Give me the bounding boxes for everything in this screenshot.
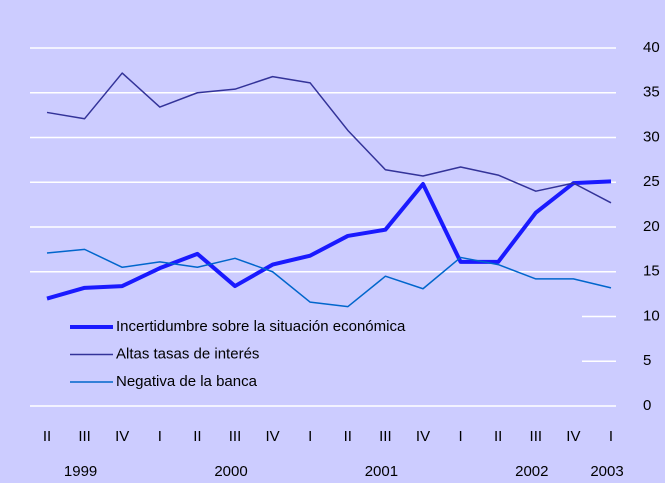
year-label: 2002 [515, 463, 548, 480]
series-line [46, 179, 612, 301]
x-tick-label: I [158, 428, 162, 445]
x-tick-label: IV [115, 428, 129, 445]
y-tick-label: 20 [643, 218, 660, 235]
x-tick-label: II [193, 428, 201, 445]
y-tick-label: 15 [643, 263, 660, 280]
x-tick-label: III [78, 428, 91, 445]
y-tick-label: 10 [643, 307, 660, 324]
year-label: 2000 [214, 463, 247, 480]
y-tick-label: 35 [643, 84, 660, 101]
y-tick-label: 25 [643, 173, 660, 190]
legend-box [30, 312, 582, 394]
y-tick-label: 5 [643, 352, 651, 369]
x-tick-label: IV [266, 428, 280, 445]
legend-label: Incertidumbre sobre la situación económi… [116, 318, 406, 335]
y-tick-label: 0 [643, 397, 651, 414]
x-tick-label: IV [416, 428, 430, 445]
year-label: 2001 [365, 463, 398, 480]
y-tick-label: 30 [643, 128, 660, 145]
x-tick-label: II [344, 428, 352, 445]
x-tick-label: III [530, 428, 543, 445]
y-tick-label: 40 [643, 39, 660, 56]
x-tick-label: IV [566, 428, 580, 445]
year-label: 2003 [590, 463, 623, 480]
series-line [46, 248, 612, 308]
x-tick-label: III [229, 428, 242, 445]
series-line [46, 72, 612, 204]
legend-label: Negativa de la banca [116, 373, 258, 390]
legend-label: Altas tasas de interés [116, 345, 259, 362]
x-tick-label: III [379, 428, 392, 445]
x-tick-label: II [494, 428, 502, 445]
year-label: 1999 [64, 463, 97, 480]
x-tick-label: I [459, 428, 463, 445]
x-tick-label: I [308, 428, 312, 445]
x-tick-label: I [609, 428, 613, 445]
x-tick-label: II [43, 428, 51, 445]
